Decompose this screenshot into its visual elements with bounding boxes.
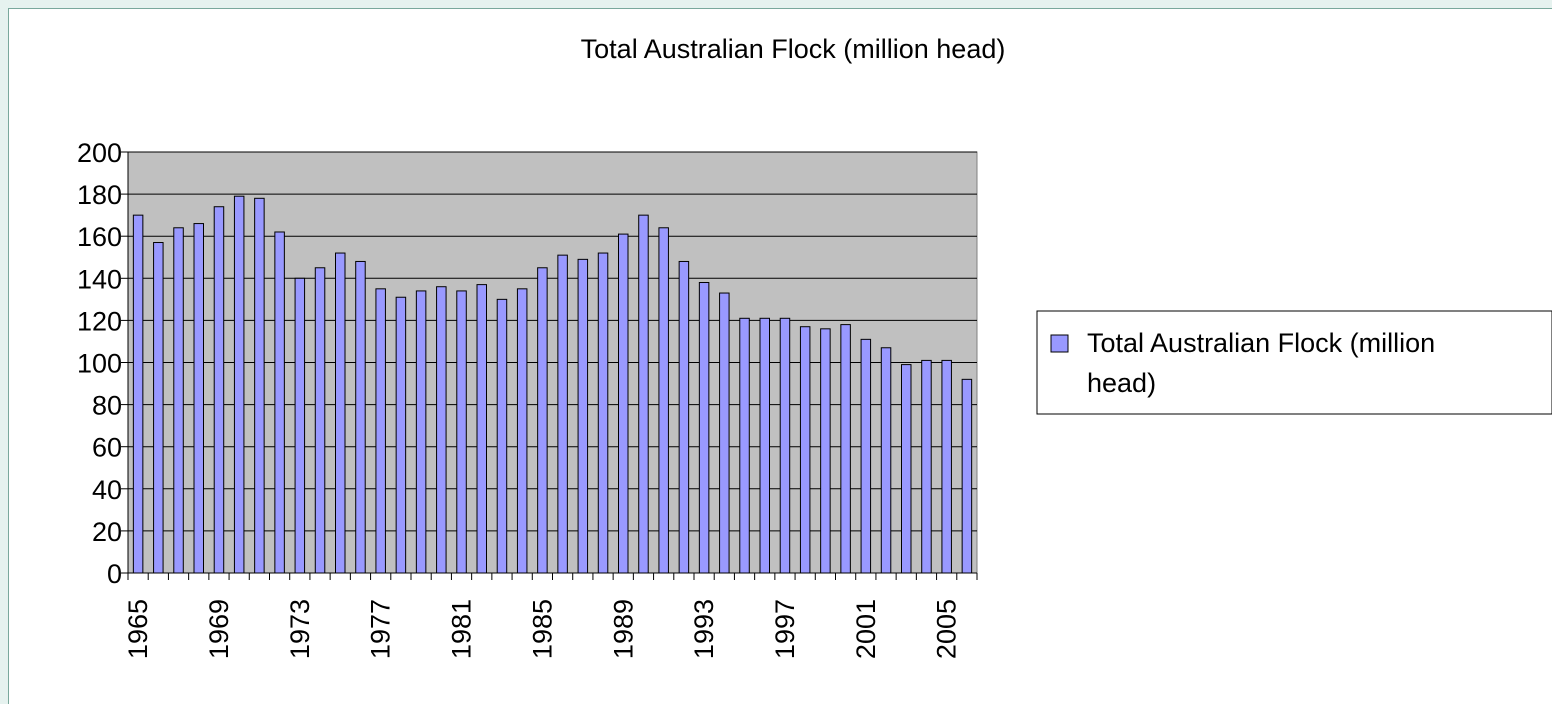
- x-tick-label: 1985: [527, 599, 557, 659]
- bar-1974: [314, 267, 326, 574]
- x-tick-label: 1973: [285, 599, 315, 659]
- x-tick-label: 1997: [770, 599, 800, 659]
- bar-1998: [799, 326, 811, 574]
- bar-1969: [213, 206, 225, 574]
- y-tick-label: 120: [77, 306, 122, 336]
- bar-1992: [678, 260, 690, 574]
- bar-1973: [294, 277, 306, 574]
- bar-1989: [617, 233, 629, 574]
- bar-1984: [516, 288, 528, 574]
- bar-1995: [739, 317, 750, 574]
- x-tick-label: 1965: [123, 599, 153, 659]
- bar-1981: [456, 290, 467, 574]
- legend-swatch: [1050, 334, 1069, 353]
- plot-area: 0 20 40 60 80 100 120 140 160 180 200 1965 1969 1973 1…: [77, 138, 978, 659]
- bar-1972: [274, 231, 285, 574]
- bar-1997: [779, 317, 791, 574]
- y-tick-label: 140: [77, 264, 122, 294]
- bar-1982: [476, 284, 488, 574]
- y-tick-label: 40: [92, 475, 122, 505]
- x-tick-label: 1969: [204, 599, 234, 659]
- y-tick-label: 160: [77, 222, 122, 252]
- x-tick-label: 1977: [366, 599, 396, 659]
- bar-1999: [820, 328, 831, 574]
- bar-1965: [132, 214, 144, 574]
- x-tick-label: 1993: [689, 599, 719, 659]
- bar-1996: [759, 317, 771, 574]
- y-tick-label: 200: [77, 138, 122, 168]
- x-tick-label: 2001: [851, 599, 881, 659]
- legend: Total Australian Flock (million head): [1036, 310, 1552, 415]
- bar-1971: [254, 197, 265, 574]
- bar-2005: [941, 359, 952, 574]
- chart-title: Total Australian Flock (million head): [581, 34, 1006, 64]
- bar-1977: [375, 288, 386, 574]
- y-tick-label: 0: [107, 559, 122, 589]
- bar-1993: [698, 282, 710, 574]
- bar-1966: [153, 242, 164, 574]
- bar-2000: [840, 324, 851, 574]
- y-tick-label: 60: [92, 433, 122, 463]
- bar-1986: [557, 254, 568, 574]
- y-tick-label: 80: [92, 391, 122, 421]
- legend-label-line-1: Total Australian Flock (million: [1087, 328, 1435, 358]
- bar-2002: [880, 347, 892, 574]
- bar-1988: [597, 252, 609, 574]
- bar-2004: [921, 359, 932, 574]
- x-tick-label: 1989: [608, 599, 638, 659]
- bar-1991: [658, 227, 669, 574]
- bar-2003: [900, 364, 912, 574]
- y-tick-label: 180: [77, 180, 122, 210]
- bar-1994: [719, 292, 730, 574]
- bar-2006: [961, 378, 973, 574]
- bar-1990: [638, 214, 649, 574]
- bar-1985: [537, 267, 548, 574]
- x-tick-label: 1981: [447, 599, 477, 659]
- bar-2001: [860, 338, 872, 574]
- bar-1987: [577, 258, 589, 574]
- y-tick-label: 100: [77, 349, 122, 379]
- bar-1970: [233, 195, 245, 574]
- bar-1967: [173, 227, 184, 574]
- bar-1976: [355, 260, 366, 574]
- bar-1975: [334, 252, 346, 574]
- bar-1983: [496, 298, 508, 574]
- bar-1979: [415, 290, 427, 574]
- legend-label-line-2: head): [1087, 368, 1156, 398]
- bar-1978: [395, 296, 407, 574]
- y-tick-label: 20: [92, 517, 122, 547]
- bar-1980: [436, 286, 447, 574]
- x-tick-label: 2005: [932, 599, 962, 659]
- legend-box: [1036, 310, 1552, 415]
- bar-1968: [193, 223, 205, 574]
